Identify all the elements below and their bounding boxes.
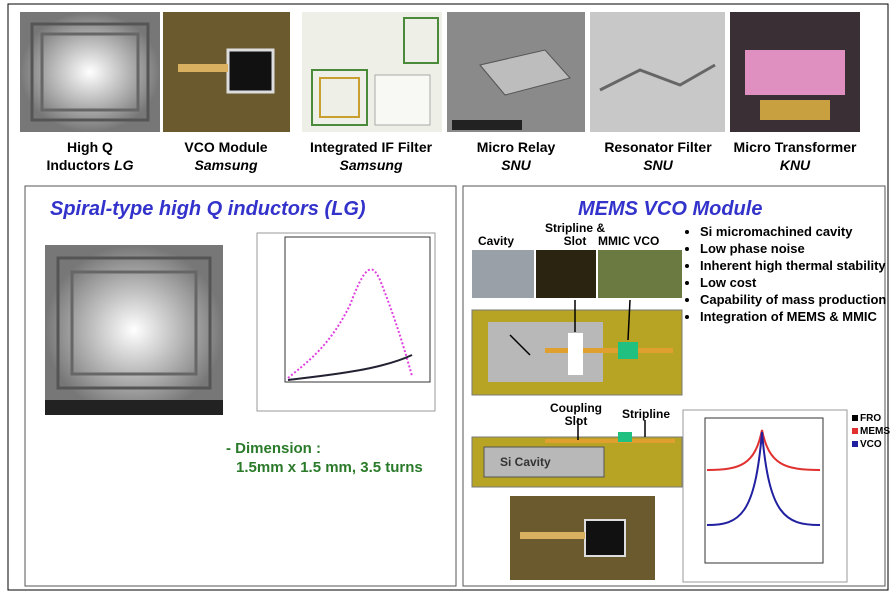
caption-line: SNU [447,156,585,174]
legend-label: MEMS [860,426,890,437]
feature-item: Capability of mass production [700,293,894,307]
caption-maker: KNU [780,157,810,173]
label-cavity: Cavity [478,235,514,248]
legend-label: FRO [860,413,881,424]
phase-noise-plot [683,410,847,582]
legend-label: VCO [860,439,882,450]
label-stripline: Stripline [622,408,670,421]
caption-line: Samsung [160,156,292,174]
caption-line: Inductors LG [20,156,160,174]
legend-swatch [852,415,858,421]
feature-item: Si micromachined cavity [700,225,894,239]
photo-caption: Resonator Filter SNU [588,138,728,174]
legend-entry: VCO [852,439,882,450]
caption-line: Micro Transformer [728,138,862,156]
caption-maker: Samsung [339,157,402,173]
inductor-plot [257,233,435,411]
legend-swatch [852,428,858,434]
caption-line: Resonator Filter [588,138,728,156]
photo-caption: Integrated IF Filter Samsung [296,138,446,174]
caption-line: High Q [20,138,160,156]
caption-text: High Q [67,139,113,155]
caption-line: VCO Module [160,138,292,156]
left-panel-title: Spiral-type high Q inductors (LG) [50,198,366,221]
inductor-photo [45,245,223,415]
right-panel-title: MEMS VCO Module [578,198,762,221]
feature-item: Integration of MEMS & MMIC [700,310,894,324]
vco-board-top [472,300,682,395]
vco-board-cross-section [472,418,682,487]
photo-caption: Micro Relay SNU [447,138,585,174]
photo-caption: Micro Transformer KNU [728,138,862,174]
feature-item: Inherent high thermal stability [700,259,894,273]
legend-swatch [852,441,858,447]
caption-line: Samsung [296,156,446,174]
vco-module-photo [510,496,655,580]
photo-transformer [730,12,860,132]
caption-maker: SNU [643,157,673,173]
label-mmic-vco: MMIC VCO [598,235,659,248]
caption-line: SNU [588,156,728,174]
dimension-label: - Dimension : [226,440,321,457]
caption-maker: SNU [501,157,531,173]
photo-micro-relay [447,12,585,132]
caption-line: Integrated IF Filter [296,138,446,156]
feature-list: Si micromachined cavity Low phase noise In… [686,225,894,327]
caption-text: Inductors [46,157,110,173]
caption-text: Resonator Filter [604,139,711,155]
caption-line: KNU [728,156,862,174]
feature-item: Low cost [700,276,894,290]
caption-maker: Samsung [194,157,257,173]
legend-entry: MEMS [852,426,890,437]
photo-caption: VCO Module Samsung [160,138,292,174]
vco-photo-strip [472,250,682,298]
photo-vco [163,12,290,132]
photo-resonator [590,12,725,132]
caption-maker: LG [114,157,133,173]
caption-text: VCO Module [184,139,267,155]
caption-text: Micro Relay [477,139,556,155]
slide: High QInductors LGVCO ModuleSamsungInteg… [0,0,894,592]
dimension-value: 1.5mm x 1.5 mm, 3.5 turns [236,459,423,476]
photo-inductor [20,12,160,132]
caption-text: Micro Transformer [734,139,857,155]
label-line: Slot [542,415,610,428]
feature-item: Low phase noise [700,242,894,256]
label-coupling-slot: Coupling Slot [542,402,610,428]
legend-entry: FRO [852,413,881,424]
caption-line: Micro Relay [447,138,585,156]
caption-text: Integrated IF Filter [310,139,432,155]
photo-if-filter [302,12,442,132]
label-si-cavity: Si Cavity [500,456,551,469]
